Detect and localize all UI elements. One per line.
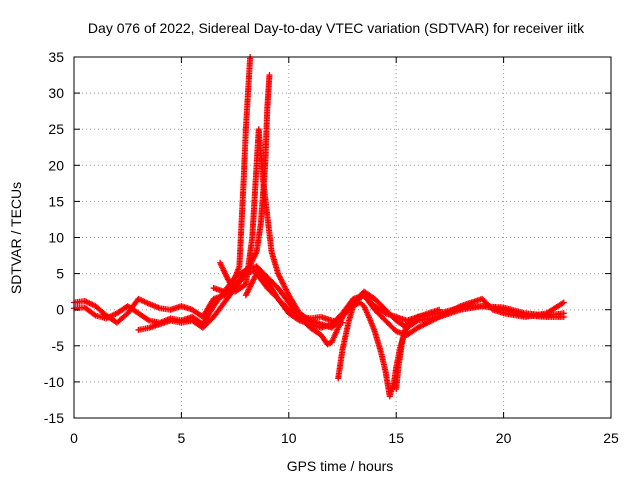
series-track-1 (71, 54, 254, 326)
data-point (436, 306, 443, 313)
data-point (266, 72, 273, 79)
x-tick-label: 10 (281, 430, 297, 446)
data-point (560, 313, 567, 320)
y-tick-label: 35 (48, 49, 64, 65)
data-point-fill (144, 316, 151, 323)
axis-ticks: 0 5 10 15 20 25 -15 -10 -5 0 5 10 15 20 25 30 35 (44, 49, 619, 446)
y-tick-label: 15 (48, 193, 64, 209)
y-tick-label: -15 (44, 410, 64, 426)
y-tick-label: 20 (48, 157, 64, 173)
x-tick-label: 5 (178, 430, 186, 446)
plot-frame (73, 56, 612, 419)
data-point (339, 319, 346, 326)
data-point-fill (91, 311, 98, 318)
x-tick-label: 20 (496, 430, 512, 446)
series-track-8 (242, 270, 346, 326)
series-track-3 (135, 266, 567, 333)
x-tick-label: 25 (603, 430, 619, 446)
x-axis-label: GPS time / hours (287, 458, 394, 474)
y-tick-label: 25 (48, 121, 64, 137)
y-tick-label: -5 (52, 338, 65, 354)
y-tick-label: 10 (48, 230, 64, 246)
x-tick-label: 15 (388, 430, 404, 446)
y-tick-label: -10 (44, 374, 64, 390)
data-point-fill (295, 313, 302, 320)
series-track-5 (210, 263, 567, 348)
series-track-7 (393, 306, 443, 393)
data-point (560, 299, 567, 306)
data-points (71, 54, 567, 400)
y-tick-label: 30 (48, 85, 64, 101)
y-axis-label: SDTVAR / TECUs (8, 182, 24, 294)
series-track-4 (217, 126, 567, 331)
x-tick-label: 0 (70, 430, 78, 446)
y-tick-label: 0 (56, 302, 64, 318)
y-tick-label: 5 (56, 266, 64, 282)
chart-title: Day 076 of 2022, Sidereal Day-to-day VTE… (88, 20, 585, 36)
